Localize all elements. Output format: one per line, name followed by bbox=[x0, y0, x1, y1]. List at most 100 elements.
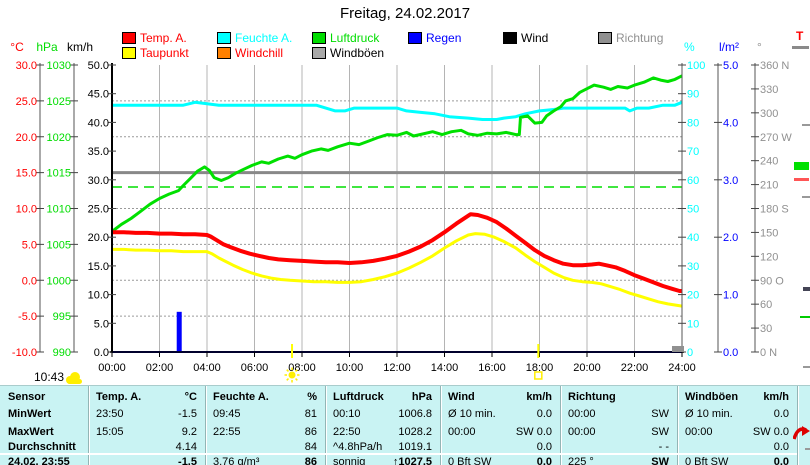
table-header-temp-a-: Temp. A. bbox=[96, 391, 142, 403]
tick-label-degrees: 360 N bbox=[760, 60, 789, 72]
table-header-unit: °C bbox=[184, 391, 197, 403]
table-cell-value: 1028.2 bbox=[398, 426, 432, 438]
tick-label-degrees: 30 bbox=[760, 323, 772, 335]
tick-label-percent: 50 bbox=[687, 204, 699, 216]
tick-label-hpa: 1000 bbox=[47, 275, 71, 287]
tick-label-hpa: 1025 bbox=[47, 96, 71, 108]
tick-label-percent: 80 bbox=[687, 117, 699, 129]
tick-label-celsius: 20.0 bbox=[16, 132, 37, 144]
table-header-unit: hPa bbox=[411, 391, 432, 403]
table-cell-value: 0.0 bbox=[536, 441, 552, 453]
table-cell-info: 0 Bft SW bbox=[685, 456, 729, 465]
legend-label-temp-a: Temp. A. bbox=[140, 31, 187, 45]
table-cell-value: 81 bbox=[304, 408, 317, 420]
tick-label-celsius: 0.0 bbox=[22, 275, 37, 287]
table-cell-info: Ø 10 min. bbox=[448, 408, 496, 420]
tick-label-hpa: 1005 bbox=[47, 239, 71, 251]
table-cell-value: 9.2 bbox=[181, 426, 197, 438]
tick-label-degrees: 210 bbox=[760, 180, 778, 192]
time-label: 18:00 bbox=[526, 362, 554, 374]
table-header-feuchte-a-: Feuchte A. bbox=[213, 391, 269, 403]
table-cell-info: sonnig bbox=[333, 456, 366, 465]
tick-label-percent: 20 bbox=[687, 290, 699, 302]
weather-chart: °C 30.0 25.0 20.0 15.0 10.0 5.0 0.0 -5.0 -10.0 hPa… bbox=[10, 40, 792, 383]
table-header-unit: km/h bbox=[526, 391, 552, 403]
tick-label-degrees: 180 S bbox=[760, 204, 789, 216]
table-cell-value: 86 bbox=[304, 456, 317, 465]
legend-label-richtung: Richtung bbox=[616, 31, 664, 45]
tick-label-celsius: -5.0 bbox=[18, 311, 37, 323]
table-cell-value: 0.0 bbox=[773, 456, 789, 465]
cutoff-dark-marker bbox=[803, 287, 810, 291]
table-cell-info: 00:00 bbox=[685, 426, 713, 438]
legend-label-wind: Wind bbox=[521, 31, 549, 45]
table-row-separator bbox=[0, 453, 797, 455]
table-cell-value: - - bbox=[658, 441, 669, 453]
legend-label-luftdruck: Luftdruck bbox=[330, 31, 380, 45]
time-label: 04:00 bbox=[193, 362, 221, 374]
table-cell-value: SW bbox=[651, 456, 669, 465]
tick-label-percent: 10 bbox=[687, 318, 699, 330]
tick-label-kmh: 0.0 bbox=[94, 347, 109, 359]
tick-label-degrees: 0 N bbox=[760, 347, 777, 359]
tick-label-degrees: 270 W bbox=[760, 132, 792, 144]
table-cell-info: 15:05 bbox=[96, 426, 124, 438]
tick-label-percent: 70 bbox=[687, 146, 699, 158]
table-cell-info: Ø 10 min. bbox=[685, 408, 733, 420]
table-cell-value: SW 0.0 bbox=[752, 426, 789, 438]
table-cell-value: 4.14 bbox=[175, 441, 197, 453]
wind-direction-end-marker bbox=[672, 346, 684, 352]
tick-label-kmh: 10.0 bbox=[88, 290, 109, 302]
axis-title-hpa: hPa bbox=[36, 40, 58, 54]
table-cell-value: 86 bbox=[304, 426, 317, 438]
table-cell-value: SW bbox=[651, 408, 669, 420]
table-cell-info: 0 Bft SW bbox=[448, 456, 492, 465]
table-header-wind: Wind bbox=[448, 391, 475, 403]
sunrise-sun-ray bbox=[295, 369, 298, 372]
time-label: 06:00 bbox=[241, 362, 269, 374]
tick-label-kmh: 25.0 bbox=[88, 204, 109, 216]
table-cell-info: ^4.8hPa/h bbox=[333, 441, 383, 453]
legend-label-regen: Regen bbox=[426, 31, 462, 45]
tick-label-celsius: 5.0 bbox=[22, 239, 37, 251]
time-label: 14:00 bbox=[431, 362, 459, 374]
cutoff-green-marker bbox=[794, 162, 809, 170]
table-cell-info: 00:00 bbox=[568, 408, 596, 420]
table-cell-value: 1006.8 bbox=[398, 408, 432, 420]
table-header-richtung: Richtung bbox=[568, 391, 616, 403]
tick-label-percent: 100 bbox=[687, 60, 705, 72]
sunshine-duration-value: 10:43 bbox=[34, 370, 65, 384]
sunrise-sun-ray bbox=[295, 378, 298, 381]
tick-label-degrees: 90 O bbox=[760, 275, 784, 287]
legend-swatch-feuchte-a bbox=[217, 32, 231, 44]
table-cell-value: 1019.1 bbox=[398, 441, 432, 453]
sunset-icon bbox=[534, 371, 543, 380]
tick-label-kmh: 30.0 bbox=[88, 175, 109, 187]
legend-swatch-windchill bbox=[217, 47, 231, 59]
tick-label-celsius: 30.0 bbox=[16, 60, 37, 72]
tick-label-celsius: 25.0 bbox=[16, 96, 37, 108]
table-cell-info: 22:55 bbox=[213, 426, 241, 438]
next-day-arrow-icon[interactable] bbox=[793, 423, 810, 443]
table-row-label: Sensor bbox=[8, 391, 46, 403]
table-column-separator bbox=[440, 386, 442, 465]
legend-swatch-luftdruck bbox=[312, 32, 326, 44]
sunrise-sun-icon bbox=[288, 371, 296, 379]
sunrise-sun-ray bbox=[286, 369, 290, 372]
tick-label-celsius: -10.0 bbox=[12, 347, 37, 359]
legend-swatch-regen bbox=[408, 32, 422, 44]
tick-label-kmh: 45.0 bbox=[88, 89, 109, 101]
legend-label-taupunkt: Taupunkt bbox=[140, 46, 189, 60]
tick-label-hpa: 995 bbox=[53, 311, 71, 323]
cutoff-tick-2 bbox=[802, 196, 810, 198]
table-cell-info: 00:00 bbox=[568, 426, 596, 438]
table-row-label: Durchschnitt bbox=[8, 441, 76, 453]
cutoff-tick-3 bbox=[803, 366, 810, 368]
table-cell-value: 84 bbox=[304, 441, 317, 453]
tick-label-hpa: 1020 bbox=[47, 132, 71, 144]
table-column-separator bbox=[325, 386, 327, 465]
tick-label-percent: 30 bbox=[687, 261, 699, 273]
time-label: 02:00 bbox=[146, 362, 174, 374]
tick-label-hpa: 1030 bbox=[47, 60, 71, 72]
tick-label-degrees: 330 bbox=[760, 84, 778, 96]
